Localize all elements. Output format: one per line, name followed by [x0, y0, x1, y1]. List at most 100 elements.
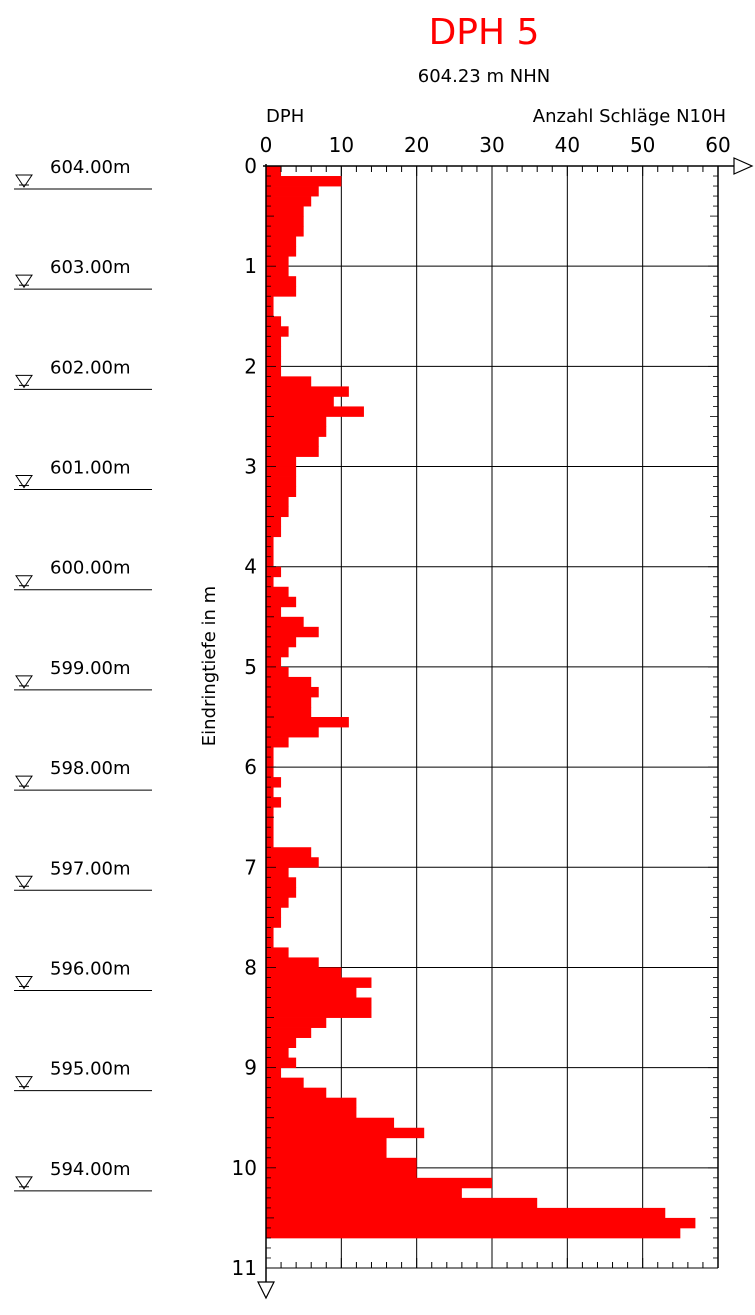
- bar: [266, 376, 312, 387]
- bar: [266, 586, 289, 598]
- x-tick-label: 50: [630, 133, 655, 157]
- bar: [266, 676, 312, 688]
- y-axis-label: Eindringtiefe in m: [199, 586, 220, 746]
- bar: [266, 937, 274, 948]
- bar: [266, 967, 342, 978]
- bar: [266, 807, 274, 818]
- bar: [266, 416, 327, 427]
- bar: [266, 977, 372, 988]
- bar: [266, 656, 282, 668]
- bar: [266, 1167, 417, 1179]
- bar: [266, 1207, 666, 1219]
- bar: [266, 256, 289, 267]
- bar: [266, 646, 289, 658]
- bar: [266, 1147, 387, 1159]
- elevation-marker-label: 595.00m: [50, 1059, 131, 1080]
- bar: [266, 1107, 357, 1119]
- water-level-icon: [15, 975, 33, 990]
- bar: [266, 797, 282, 808]
- bar: [266, 777, 282, 788]
- bar: [266, 166, 282, 177]
- bar: [266, 316, 282, 327]
- water-level-icon: [15, 174, 33, 188]
- bar: [266, 246, 297, 257]
- bar: [266, 1067, 282, 1079]
- bar: [266, 196, 312, 207]
- bar: [266, 226, 304, 237]
- y-tick-label: 9: [244, 1056, 257, 1080]
- bar: [266, 1057, 297, 1069]
- x-tick-label: 10: [329, 133, 354, 157]
- water-level-icon: [15, 1076, 33, 1090]
- bar: [266, 1157, 417, 1169]
- x-tick-label: 20: [404, 133, 429, 157]
- axes: [257, 157, 754, 1300]
- y-tick-label: 2: [244, 354, 257, 378]
- water-level-icon: [15, 374, 33, 389]
- bar: [266, 1017, 327, 1028]
- bar: [266, 526, 282, 538]
- bar: [266, 566, 282, 578]
- water-level-icon: [15, 575, 33, 589]
- x-axis-label: Anzahl Schläge N10H: [533, 106, 726, 127]
- bar: [266, 486, 297, 497]
- elevation-markers: 604.00m 603.00m 602.00m 601.00m 600.00m 599.0…: [14, 157, 152, 1192]
- elevation-marker-label: 598.00m: [50, 758, 131, 779]
- y-tick-label: 8: [244, 955, 257, 979]
- bar: [266, 636, 297, 648]
- bar: [266, 276, 297, 287]
- elevation-marker-label: 596.00m: [50, 958, 131, 979]
- bar: [266, 1137, 387, 1149]
- water-level-icon: [15, 475, 33, 489]
- bar: [266, 266, 289, 277]
- bar: [266, 576, 274, 588]
- chart-subtitle: 604.23 m NHN: [418, 66, 550, 87]
- bar: [266, 827, 274, 838]
- bar: [266, 206, 304, 217]
- y-tick-label: 0: [244, 154, 257, 178]
- bar: [266, 757, 274, 768]
- x-axis-arrow: [733, 157, 754, 175]
- bar: [266, 727, 319, 738]
- x-tick-label: 30: [479, 133, 504, 157]
- bar: [266, 356, 282, 367]
- bar: [266, 236, 297, 247]
- bar: [266, 556, 274, 568]
- bar: [266, 686, 319, 698]
- y-tick-label: 7: [244, 855, 257, 879]
- tick-labels: 0 10 20 30 40 50 60 0 1 2 3 4 5 6 7 8 9 10 11: [232, 133, 731, 1280]
- bar: [266, 997, 372, 1008]
- bar: [266, 867, 289, 878]
- bar: [266, 446, 319, 457]
- bar: [266, 696, 312, 708]
- bar: [266, 406, 364, 417]
- elevation-marker-label: 604.00m: [50, 157, 131, 178]
- bar: [266, 296, 274, 307]
- y-tick-label: 3: [244, 455, 257, 479]
- water-level-icon: [15, 875, 33, 890]
- y-tick-label: 5: [244, 655, 257, 679]
- water-level-icon: [15, 775, 33, 789]
- bar: [266, 817, 274, 828]
- bar: [266, 436, 319, 447]
- x-tick-label: 40: [555, 133, 580, 157]
- water-level-icon: [15, 675, 33, 689]
- x-tick-label: 60: [705, 133, 730, 157]
- bar: [266, 847, 312, 858]
- elevation-marker-label: 601.00m: [50, 458, 131, 479]
- bar: [266, 1217, 696, 1229]
- bar: [266, 396, 334, 407]
- bar: [266, 1037, 297, 1048]
- bar: [266, 466, 297, 477]
- bar: [266, 286, 297, 297]
- bar: [266, 947, 289, 958]
- bar: [266, 496, 289, 508]
- bar: [266, 626, 319, 638]
- bar: [266, 516, 282, 528]
- bar: [266, 737, 289, 748]
- bar: [266, 216, 304, 227]
- bar: [266, 717, 349, 728]
- y-tick-label: 1: [244, 254, 257, 278]
- bar: [266, 1177, 492, 1189]
